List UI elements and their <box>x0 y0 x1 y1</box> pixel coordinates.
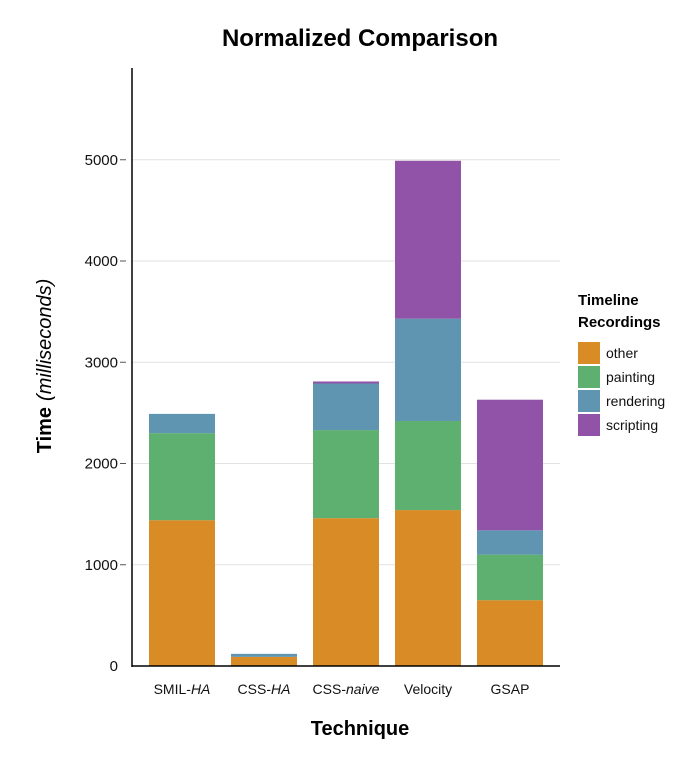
legend-swatch-rendering <box>578 390 600 412</box>
bar-segment-painting <box>395 420 461 511</box>
y-axis-title-main: Time <box>34 407 56 453</box>
x-tick-label: CSS-HA <box>238 681 291 697</box>
y-axis-ticks: 0 1000 2000 3000 4000 5000 <box>85 152 126 675</box>
y-tick-label: 4000 <box>85 253 118 270</box>
bar-segment-other <box>313 518 379 666</box>
legend: Timeline Recordings other painting renderi… <box>578 292 665 436</box>
x-tick-label: CSS-naive <box>313 681 380 697</box>
x-axis-ticks: SMIL-HA CSS-HA CSS-naive Velocity GSAP <box>154 681 530 697</box>
bar-segment-rendering <box>231 653 297 657</box>
legend-swatch-scripting <box>578 414 600 436</box>
bar-segment-painting <box>313 430 379 519</box>
legend-swatch-painting <box>578 366 600 388</box>
legend-title-line1: Timeline <box>578 292 639 309</box>
x-tick-label-main: Velocity <box>404 681 452 697</box>
x-axis-title: Technique <box>311 718 410 740</box>
bar-segment-rendering <box>313 383 379 431</box>
bar-segment-other <box>477 600 543 666</box>
bar-segment-scripting <box>477 399 543 531</box>
bar-segment-scripting <box>395 160 461 319</box>
legend-label: painting <box>606 369 655 385</box>
x-tick-label-main: SMIL- <box>154 681 192 697</box>
y-axis-title: Time (milliseconds) <box>34 279 56 454</box>
x-tick-label-main: GSAP <box>491 681 530 697</box>
bar-segment-rendering <box>477 530 543 555</box>
chart-title: Normalized Comparison <box>222 25 498 52</box>
bar-segment-other <box>231 656 297 666</box>
bars <box>149 160 543 666</box>
x-tick-label-italic: naive <box>346 681 380 697</box>
legend-swatch-other <box>578 342 600 364</box>
y-axis-title-unit: (milliseconds) <box>34 279 56 401</box>
x-tick-label: SMIL-HA <box>154 681 211 697</box>
x-tick-label-italic: HA <box>271 681 290 697</box>
bar-segment-other <box>395 510 461 666</box>
y-tick-label: 3000 <box>85 354 118 371</box>
y-tick-label: 2000 <box>85 456 118 473</box>
bar-segment-other <box>149 520 215 666</box>
x-tick-label: Velocity <box>404 681 452 697</box>
legend-label: rendering <box>606 393 665 409</box>
bar-segment-scripting <box>313 381 379 384</box>
y-tick-label: 1000 <box>85 557 118 574</box>
bar-segment-rendering <box>149 413 215 434</box>
bar-segment-painting <box>149 433 215 521</box>
legend-title-line2: Recordings <box>578 314 661 331</box>
y-tick-label: 0 <box>110 658 118 675</box>
y-tick-label: 5000 <box>85 152 118 169</box>
bar-segment-rendering <box>395 318 461 421</box>
x-tick-label-main: CSS- <box>238 681 272 697</box>
legend-label: other <box>606 345 638 361</box>
legend-label: scripting <box>606 417 658 433</box>
x-tick-label-italic: HA <box>191 681 210 697</box>
bar-segment-painting <box>477 554 543 601</box>
x-tick-label-main: CSS- <box>313 681 347 697</box>
x-tick-label: GSAP <box>491 681 530 697</box>
